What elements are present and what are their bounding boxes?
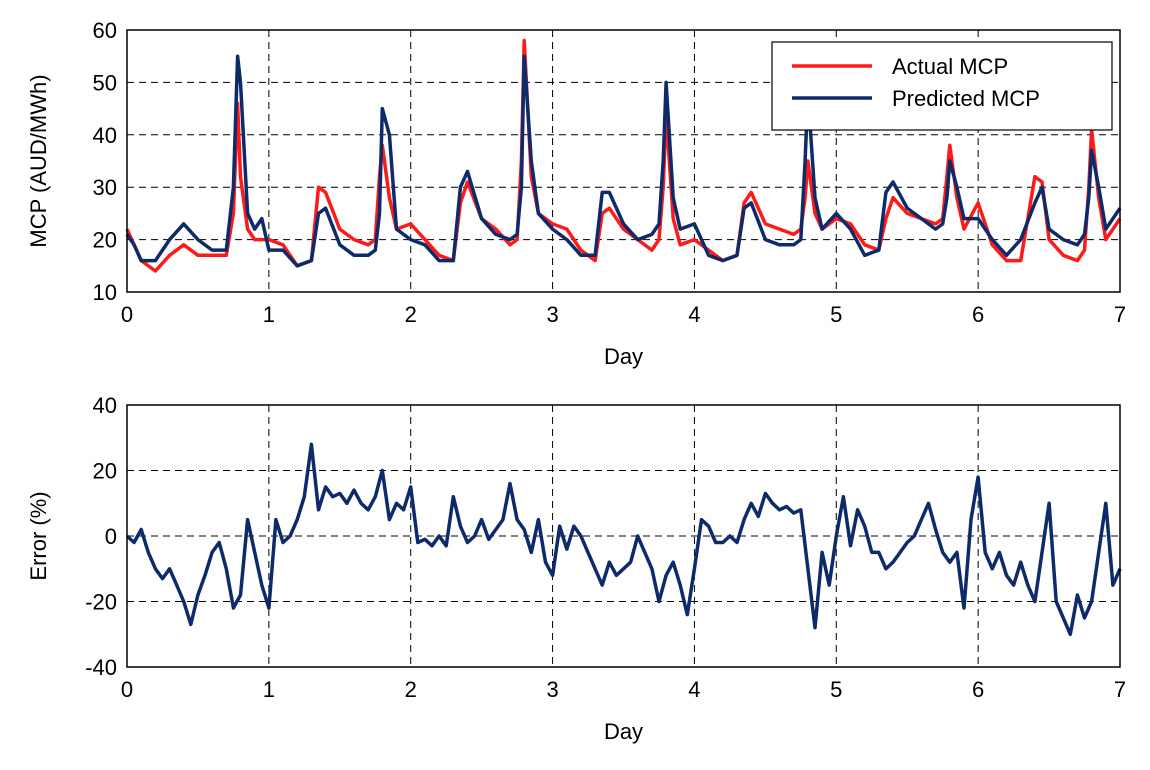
plot-frame [126, 29, 1121, 293]
y-tick-label: 40 [93, 393, 117, 418]
x-tick-label: 3 [546, 302, 558, 327]
y-tick-label: 0 [105, 524, 117, 549]
x-tick-label: 6 [972, 677, 984, 702]
y-tick-label: 40 [93, 123, 117, 148]
data-line [125, 54, 1122, 268]
x-tick-label: 2 [405, 677, 417, 702]
x-axis-label: Day [604, 719, 643, 744]
legend-box [771, 41, 1113, 131]
x-tick-label: 0 [121, 677, 133, 702]
y-tick-label: -40 [85, 655, 117, 680]
y-tick-label: 50 [93, 70, 117, 95]
x-tick-label: 5 [830, 302, 842, 327]
y-tick-label: 20 [93, 228, 117, 253]
y-tick-label: 20 [93, 459, 117, 484]
x-tick-label: 7 [1114, 302, 1126, 327]
y-tick-label: 10 [93, 280, 117, 305]
y-axis-label: Error (%) [26, 491, 51, 580]
legend-label: Predicted MCP [892, 86, 1040, 111]
x-tick-label: 0 [121, 302, 133, 327]
x-axis-label: Day [604, 344, 643, 369]
x-tick-label: 3 [546, 677, 558, 702]
x-tick-label: 2 [405, 302, 417, 327]
y-axis-label: MCP (AUD/MWh) [26, 74, 51, 247]
x-tick-label: 1 [263, 677, 275, 702]
x-tick-label: 4 [688, 302, 700, 327]
data-line [125, 442, 1122, 637]
plot-frame [126, 404, 1121, 668]
y-tick-label: -20 [85, 590, 117, 615]
y-tick-label: 60 [93, 18, 117, 43]
legend-label: Actual MCP [892, 54, 1008, 79]
x-tick-label: 5 [830, 677, 842, 702]
x-tick-label: 6 [972, 302, 984, 327]
x-tick-label: 1 [263, 302, 275, 327]
x-tick-label: 4 [688, 677, 700, 702]
y-tick-label: 30 [93, 175, 117, 200]
x-tick-label: 7 [1114, 677, 1126, 702]
